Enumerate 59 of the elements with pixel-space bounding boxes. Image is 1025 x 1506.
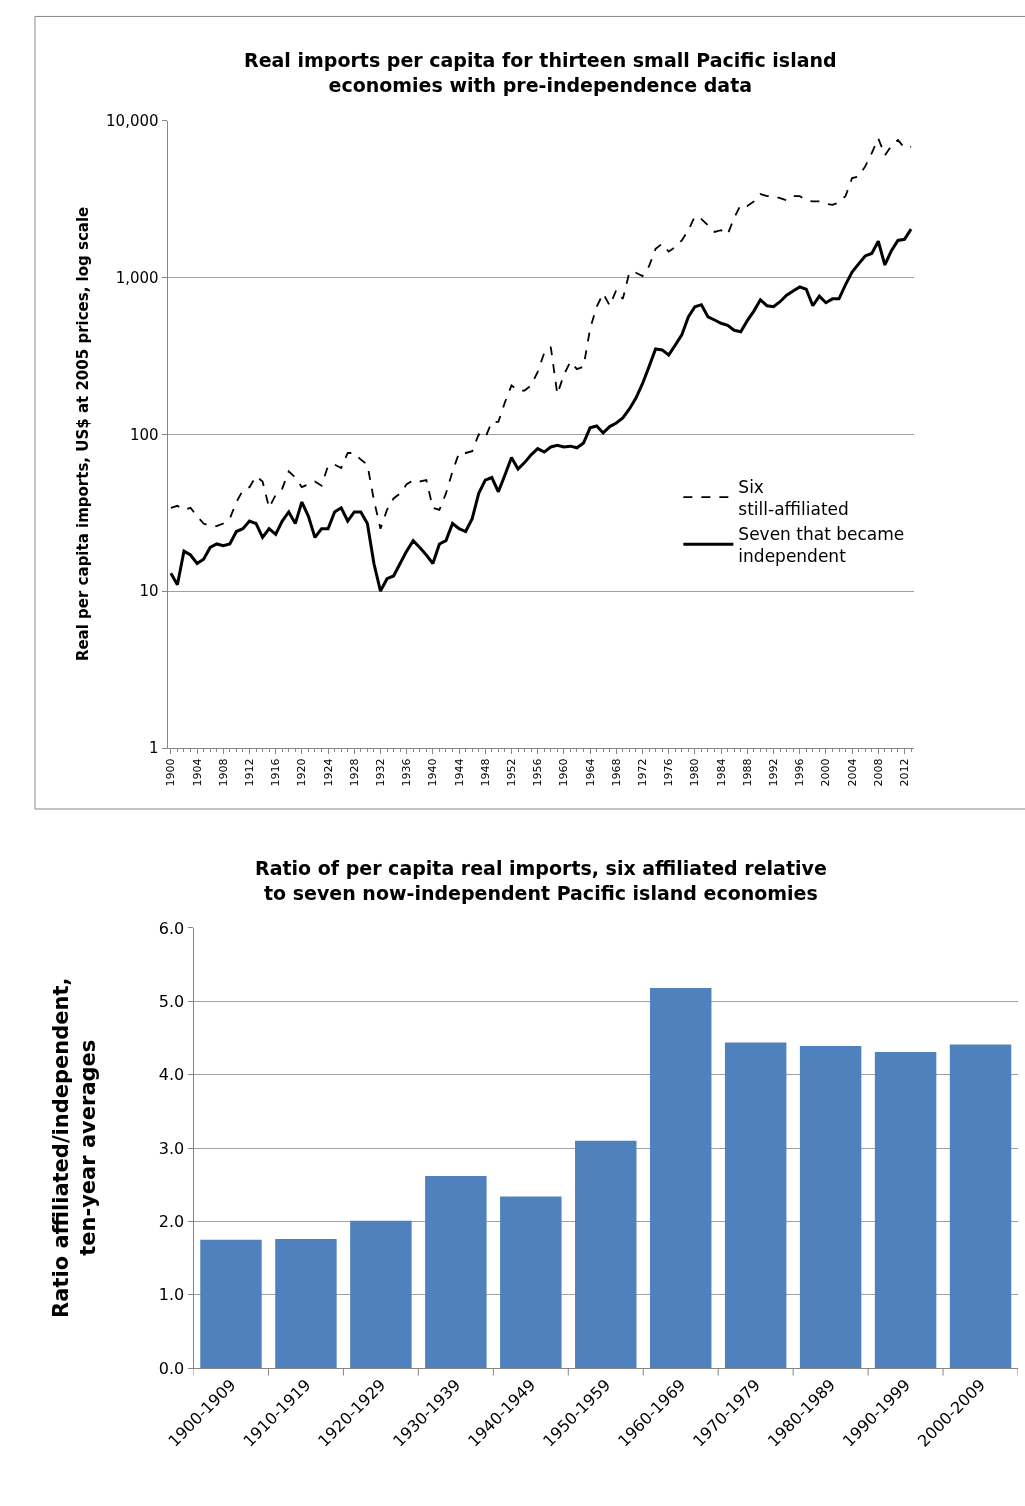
x-tick-label: 1948 [478,758,492,787]
bar [275,1239,337,1369]
y-tick-label: 1,000 [115,268,159,287]
x-tick-label: 2000 [819,758,833,787]
y-tick-label: 5.0 [158,991,185,1011]
x-tick-label: 1960 [557,758,571,787]
x-tick-label: 1904 [190,758,204,787]
bar [200,1239,262,1369]
y-tick-label: 10,000 [106,111,159,130]
bar [874,1051,937,1369]
x-tick-label: 1920 [295,758,309,787]
y-tick-label: 1 [149,739,159,758]
line-series [169,227,913,593]
x-tick-label: 1900 [164,758,178,787]
bar [949,1044,1012,1369]
y-tick-label: 0.0 [158,1358,185,1378]
x-tick-label: 1968 [609,758,623,787]
x-tick-label: 1996 [793,758,807,787]
x-tick-label: 2012 [898,758,912,787]
y-tick-label: 4.0 [158,1065,185,1085]
y-tick-label: 10 [139,582,159,601]
x-tick-label: 1964 [583,758,597,787]
legend-label: Six still-affiliated [738,476,849,519]
y-tick-label: 6.0 [158,918,185,938]
x-tick-label: 1992 [767,758,781,787]
x-tick-label: 1944 [452,758,466,787]
legend-label: Seven that became independent [738,523,905,566]
x-tick-label: 2008 [871,758,885,787]
bar [799,1046,862,1369]
y-tick-label: 3.0 [158,1138,185,1158]
chart-title: Ratio of per capita real imports, six affiliated relative to seven now-independent Pacific island economies [255,857,827,904]
x-tick-label: 1972 [636,758,650,787]
x-tick-label: 1916 [269,758,283,787]
x-tick-label: 1912 [243,758,257,787]
x-tick-label: 1908 [216,758,230,787]
bar [350,1220,412,1369]
y-tick-label: 100 [129,425,159,444]
x-tick-label: 1976 [662,758,676,787]
x-tick-label: 2004 [845,758,859,787]
bar [425,1175,487,1369]
x-tick-label: 1988 [740,758,754,787]
x-tick-label: 1936 [400,758,414,787]
bar [500,1196,562,1369]
x-tick-label: 1924 [321,758,335,787]
chart-title: Real imports per capita for thirteen small Pacific island economies with pre-independence data [244,49,837,96]
x-tick-label: 1980 [688,758,702,787]
x-tick-label: 1928 [347,758,361,787]
x-tick-label: 1940 [426,758,440,787]
bar [575,1140,637,1369]
y-tick-label: 1.0 [158,1285,185,1305]
x-tick-label: 1956 [531,758,545,787]
bar [649,988,712,1369]
x-tick-label: 1984 [714,758,728,787]
bar [724,1042,787,1369]
x-tick-label: 1932 [374,758,388,787]
y-tick-label: 2.0 [158,1212,185,1231]
y-axis-title: Ratio affiliated/independent, ten-year averages [48,977,101,1318]
x-tick-label: 1952 [505,758,519,787]
y-axis-title: Real per capita imports, US$ at 2005 prices, log scale [73,206,92,662]
